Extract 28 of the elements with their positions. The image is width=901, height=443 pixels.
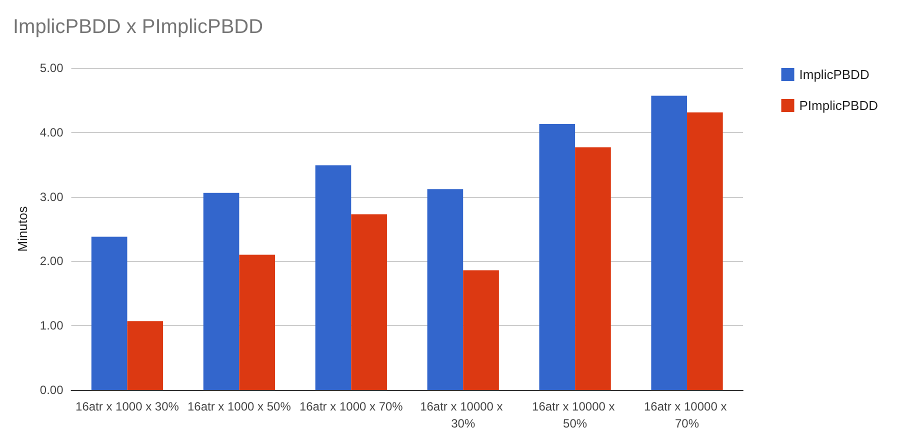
y-tick-label: 5.00 — [40, 61, 64, 75]
bar — [127, 321, 164, 390]
y-tick-label: 3.00 — [40, 190, 64, 204]
bar — [539, 124, 576, 390]
y-tick-label: 4.00 — [40, 125, 64, 140]
y-axis-title: Minutos — [15, 206, 30, 252]
legend-label: ImplicPBDD — [799, 67, 870, 82]
bar — [203, 192, 240, 390]
y-tick-label: 1.00 — [40, 318, 64, 333]
bar — [239, 254, 276, 390]
bar — [651, 96, 688, 390]
chart-title: ImplicPBDD x PImplicPBDD — [13, 16, 264, 38]
bar — [575, 147, 611, 390]
bar — [463, 270, 499, 390]
y-tick-label: 0.00 — [40, 383, 64, 397]
x-tick-label: 16atr x 10000 x 30% — [420, 400, 506, 430]
legend-label: PImplicPBDD — [799, 98, 878, 113]
bar — [91, 236, 128, 390]
bar — [687, 112, 723, 390]
bar — [427, 189, 464, 390]
x-tick-label: 16atr x 1000 x 70% — [299, 400, 404, 414]
bar — [351, 214, 387, 390]
x-tick-label: 16atr x 1000 x 30% — [76, 400, 180, 414]
x-tick-label: 16atr x 10000 x 70% — [644, 400, 730, 430]
x-tick-label: 16atr x 1000 x 50% — [187, 400, 292, 414]
x-tick-label: 16atr x 10000 x 50% — [532, 400, 618, 430]
y-tick-label: 2.00 — [40, 254, 64, 268]
bar — [315, 165, 352, 390]
